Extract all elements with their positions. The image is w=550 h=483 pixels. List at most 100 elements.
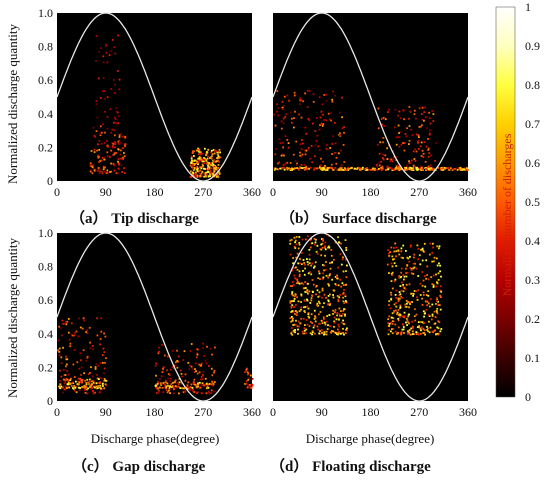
scatter-point — [289, 285, 292, 287]
scatter-point — [293, 168, 295, 171]
scatter-point — [191, 166, 193, 169]
scatter-point — [82, 317, 85, 320]
scatter-point — [81, 379, 84, 382]
scatter-point — [414, 308, 416, 311]
scatter-point — [295, 319, 297, 322]
scatter-point — [114, 118, 117, 121]
scatter-point — [106, 96, 109, 99]
scatter-point — [158, 385, 161, 388]
scatter-point — [181, 387, 183, 390]
scatter-point — [206, 345, 208, 348]
scatter-point — [388, 300, 391, 303]
scatter-point — [94, 368, 97, 370]
scatter-point — [162, 366, 165, 368]
scatter-point — [332, 330, 334, 333]
scatter-point — [398, 275, 401, 277]
scatter-point — [340, 167, 342, 170]
scatter-point — [211, 374, 214, 377]
scatter-point — [306, 258, 308, 260]
scatter-point — [332, 90, 334, 93]
scatter-point — [110, 49, 113, 52]
scatter-point — [319, 330, 321, 332]
scatter-point — [323, 269, 325, 272]
scatter-point — [66, 320, 69, 323]
scatter-point — [96, 334, 99, 337]
scatter-point — [406, 302, 408, 305]
scatter-point — [322, 238, 324, 240]
scatter-point — [310, 313, 313, 316]
scatter-point — [200, 375, 203, 378]
scatter-point — [205, 154, 207, 156]
scatter-point — [290, 311, 293, 313]
scatter-point — [213, 152, 216, 155]
scatter-point — [389, 251, 391, 253]
scatter-point — [95, 100, 98, 102]
scatter-point — [398, 294, 401, 297]
scatter-point — [426, 325, 428, 328]
scatter-point — [393, 303, 396, 306]
colorbar-tick-label: 0.2 — [525, 312, 540, 326]
scatter-point — [63, 388, 66, 391]
scatter-point — [293, 295, 296, 298]
scatter-point — [58, 354, 61, 357]
scatter-point — [97, 364, 100, 367]
scatter-point — [334, 309, 337, 311]
scatter-point — [403, 311, 406, 314]
scatter-point — [388, 167, 391, 169]
scatter-point — [416, 169, 418, 171]
scatter-point — [290, 238, 293, 241]
scatter-point — [433, 260, 435, 263]
scatter-point — [108, 54, 111, 56]
scatter-point — [85, 386, 88, 388]
scatter-point — [169, 385, 171, 388]
scatter-point — [291, 281, 294, 283]
scatter-point — [205, 171, 208, 174]
scatter-point — [327, 276, 330, 279]
scatter-point — [97, 385, 100, 388]
scatter-point — [403, 332, 405, 334]
scatter-point — [318, 323, 320, 325]
scatter-point — [58, 385, 60, 388]
scatter-point — [345, 270, 347, 272]
scatter-point — [84, 389, 86, 392]
scatter-point — [173, 386, 176, 388]
scatter-point — [394, 168, 397, 170]
scatter-point — [119, 142, 122, 144]
scatter-point — [427, 165, 430, 168]
scatter-point — [321, 289, 324, 292]
scatter-point — [426, 304, 429, 307]
scatter-point — [204, 377, 207, 380]
scatter-point — [64, 321, 67, 324]
scatter-point — [387, 249, 389, 252]
scatter-point — [436, 298, 438, 300]
scatter-point — [180, 382, 183, 385]
scatter-point — [184, 373, 187, 376]
scatter-point — [405, 272, 408, 274]
scatter-point — [192, 150, 194, 153]
scatter-point — [399, 117, 402, 120]
scatter-point — [389, 157, 392, 160]
scatter-point — [337, 236, 339, 239]
scatter-point — [104, 110, 106, 113]
scatter-point — [406, 271, 409, 274]
scatter-point — [118, 163, 121, 166]
scatter-point — [63, 374, 66, 377]
scatter-point — [415, 331, 418, 333]
scatter-point — [277, 114, 280, 117]
x-tick-label: 90 — [316, 185, 328, 199]
scatter-point — [333, 258, 335, 261]
scatter-point — [78, 389, 81, 392]
scatter-point — [427, 168, 430, 170]
scatter-point — [113, 129, 115, 132]
scatter-point — [333, 325, 335, 328]
scatter-point — [399, 168, 402, 171]
scatter-point — [301, 282, 303, 285]
scatter-point — [403, 149, 406, 152]
scatter-point — [435, 142, 438, 144]
scatter-point — [341, 116, 343, 119]
scatter-point — [386, 165, 389, 168]
scatter-point — [303, 332, 306, 335]
y-tick-label: 0 — [47, 394, 53, 408]
sine-reference-curve — [272, 12, 469, 182]
scatter-point — [359, 168, 362, 171]
